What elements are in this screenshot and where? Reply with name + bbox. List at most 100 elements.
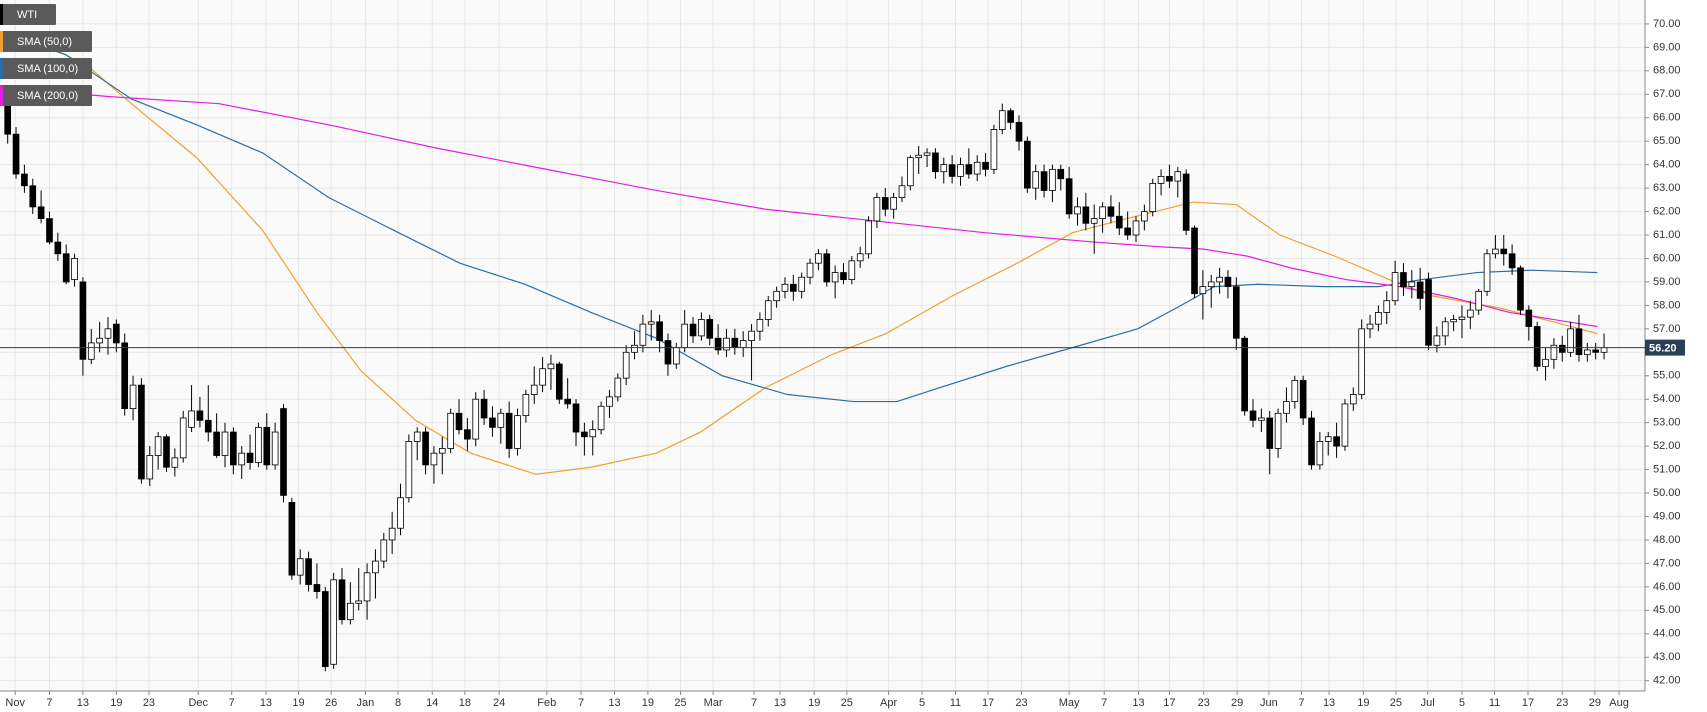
candle-body bbox=[1584, 349, 1591, 356]
candle-body bbox=[1592, 349, 1600, 353]
candle-body bbox=[965, 164, 973, 175]
x-tick-label: 13 bbox=[608, 697, 620, 709]
y-tick-label: 61.00 bbox=[1653, 229, 1681, 241]
x-tick-label: Feb bbox=[537, 697, 556, 709]
legend-box[interactable] bbox=[0, 85, 92, 106]
candle-body bbox=[840, 272, 847, 280]
candle-body bbox=[647, 321, 655, 325]
candle-body bbox=[79, 281, 87, 360]
candle-body bbox=[330, 579, 337, 665]
legend-box[interactable] bbox=[0, 58, 92, 79]
candle-body bbox=[764, 300, 772, 320]
candle-body bbox=[581, 431, 588, 438]
candle-body bbox=[948, 164, 956, 177]
candle-body bbox=[1533, 326, 1541, 367]
y-tick-label: 62.00 bbox=[1653, 205, 1681, 217]
candle-body bbox=[1057, 168, 1065, 180]
candle-body bbox=[555, 363, 563, 400]
x-tick-label: 7 bbox=[229, 697, 235, 709]
candle-body bbox=[1400, 272, 1407, 288]
candle-body bbox=[1224, 276, 1232, 288]
candle-body bbox=[246, 452, 254, 463]
candle-body bbox=[230, 431, 237, 466]
y-tick-label: 53.00 bbox=[1653, 417, 1681, 429]
x-tick-label: 25 bbox=[841, 697, 853, 709]
candle-body bbox=[1299, 380, 1307, 419]
y-tick-label: 57.00 bbox=[1653, 323, 1681, 335]
candle-body bbox=[865, 220, 872, 255]
candle-body bbox=[1099, 206, 1106, 220]
x-tick-label: 8 bbox=[395, 697, 401, 709]
x-tick-label: 13 bbox=[774, 697, 786, 709]
candle-body bbox=[480, 398, 488, 419]
x-tick-label: 7 bbox=[578, 697, 584, 709]
y-tick-label: 43.00 bbox=[1653, 651, 1681, 663]
y-tick-label: 70.00 bbox=[1653, 18, 1681, 30]
candle-body bbox=[1366, 323, 1374, 330]
legend-box[interactable] bbox=[0, 31, 92, 52]
candle-body bbox=[915, 154, 923, 159]
candle-body bbox=[773, 290, 780, 302]
candle-body bbox=[1416, 281, 1424, 299]
y-tick-label: 59.00 bbox=[1653, 276, 1681, 288]
candle-body bbox=[296, 558, 304, 576]
candle-body bbox=[881, 197, 889, 210]
x-tick-label: 17 bbox=[1522, 697, 1534, 709]
candle-body bbox=[1441, 321, 1449, 337]
y-tick-label: 45.00 bbox=[1653, 604, 1681, 616]
candle-body bbox=[204, 419, 212, 433]
candle-body bbox=[1500, 248, 1508, 255]
y-tick-label: 50.00 bbox=[1653, 487, 1681, 499]
x-tick-label: Dec bbox=[188, 697, 208, 709]
candle-body bbox=[1082, 206, 1090, 224]
x-tick-label: 11 bbox=[1489, 697, 1500, 709]
sma-line bbox=[0, 32, 1598, 403]
candle-body bbox=[873, 197, 881, 222]
candle-body bbox=[1358, 328, 1365, 395]
candle-body bbox=[388, 527, 396, 541]
x-tick-label: 14 bbox=[426, 697, 438, 709]
candle-body bbox=[589, 429, 597, 438]
candle-body bbox=[163, 436, 170, 468]
x-tick-label: Mar bbox=[704, 697, 723, 709]
candle-body bbox=[46, 218, 53, 243]
x-tick-label: 23 bbox=[1198, 697, 1210, 709]
candles bbox=[4, 94, 1608, 672]
candle-body bbox=[522, 394, 530, 417]
candle-body bbox=[422, 431, 429, 466]
candle-body bbox=[973, 161, 981, 175]
candle-body bbox=[597, 405, 605, 431]
candle-body bbox=[1032, 171, 1040, 189]
candle-body bbox=[1308, 417, 1315, 466]
y-tick-label: 65.00 bbox=[1653, 135, 1681, 147]
y-tick-label: 54.00 bbox=[1653, 393, 1681, 405]
candle-body bbox=[129, 384, 137, 409]
x-tick-label: 7 bbox=[751, 697, 757, 709]
x-tick-label: Jul bbox=[1421, 697, 1435, 709]
candle-body bbox=[1015, 122, 1023, 142]
y-tick-label: 63.00 bbox=[1653, 182, 1681, 194]
x-tick-label: 13 bbox=[260, 697, 272, 709]
x-tick-label: 19 bbox=[292, 697, 304, 709]
candle-body bbox=[171, 457, 179, 468]
candle-body bbox=[982, 161, 989, 170]
legend-swatch bbox=[0, 4, 3, 25]
candle-body bbox=[756, 319, 764, 332]
candle-body bbox=[898, 185, 906, 198]
x-tick-label: 11 bbox=[950, 697, 961, 709]
candle-body bbox=[447, 412, 454, 449]
candle-body bbox=[313, 584, 321, 592]
legend-box[interactable] bbox=[0, 4, 56, 25]
candle-body bbox=[1525, 309, 1533, 327]
candle-body bbox=[1341, 403, 1349, 447]
x-tick-label: 18 bbox=[459, 697, 471, 709]
candle-body bbox=[1174, 171, 1182, 182]
legend-swatch bbox=[0, 31, 3, 52]
legend: WTI SMA (50,0) SMA (100,0) SMA (200,0) bbox=[0, 4, 92, 106]
candle-body bbox=[1558, 344, 1566, 353]
candle-body bbox=[1333, 436, 1340, 447]
x-tick-label: 23 bbox=[143, 697, 155, 709]
candle-body bbox=[1207, 281, 1215, 288]
candle-body bbox=[614, 377, 622, 398]
